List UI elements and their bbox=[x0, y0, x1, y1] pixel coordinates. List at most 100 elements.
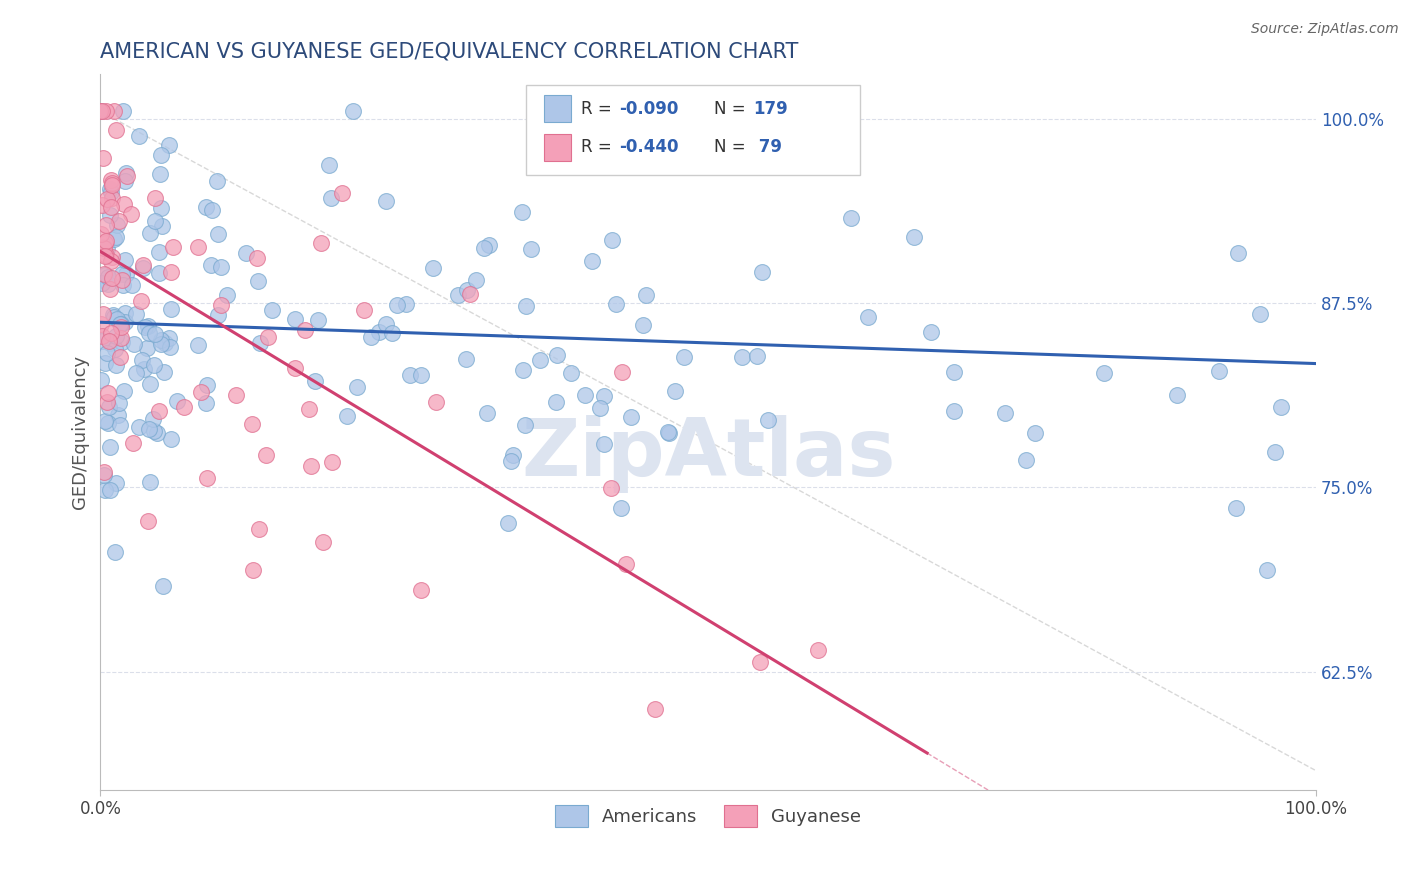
Y-axis label: GED/Equivalency: GED/Equivalency bbox=[72, 355, 89, 509]
Point bbox=[96, 346, 118, 360]
Point bbox=[98, 282, 121, 296]
Point bbox=[94, 249, 117, 263]
Point bbox=[465, 273, 488, 287]
Point bbox=[100, 185, 122, 199]
Point bbox=[472, 241, 495, 255]
Point bbox=[105, 312, 128, 326]
Text: AMERICAN VS GUYANESE GED/EQUIVALENCY CORRELATION CHART: AMERICAN VS GUYANESE GED/EQUIVALENCY COR… bbox=[100, 42, 799, 62]
Point bbox=[132, 258, 155, 272]
Text: ZipAtlas: ZipAtlas bbox=[522, 415, 896, 492]
Point bbox=[91, 329, 114, 343]
Point bbox=[283, 311, 305, 326]
Point bbox=[319, 191, 342, 205]
Point bbox=[1225, 500, 1247, 515]
Point bbox=[157, 331, 180, 345]
Point bbox=[247, 274, 270, 288]
Point bbox=[336, 409, 359, 424]
Point bbox=[100, 173, 122, 187]
Point bbox=[89, 373, 111, 387]
Point bbox=[139, 475, 162, 490]
Point bbox=[458, 287, 481, 301]
Point bbox=[1227, 246, 1250, 260]
Point bbox=[166, 393, 188, 408]
Point bbox=[131, 353, 153, 368]
Point bbox=[560, 367, 582, 381]
Point bbox=[186, 338, 208, 352]
Point bbox=[97, 277, 120, 291]
Point bbox=[149, 201, 172, 215]
Point bbox=[124, 307, 146, 321]
Point bbox=[456, 352, 478, 367]
Point bbox=[510, 205, 533, 219]
Point bbox=[246, 251, 269, 265]
Point bbox=[240, 417, 263, 431]
Point bbox=[544, 394, 567, 409]
Point bbox=[94, 483, 117, 497]
Text: -0.440: -0.440 bbox=[620, 138, 679, 156]
Point bbox=[546, 348, 568, 362]
Point bbox=[111, 278, 134, 293]
Point bbox=[425, 395, 447, 409]
Point bbox=[807, 642, 830, 657]
Point bbox=[657, 425, 679, 440]
Point bbox=[903, 229, 925, 244]
Point bbox=[97, 385, 120, 400]
Point bbox=[1014, 453, 1036, 467]
Point bbox=[97, 416, 120, 430]
Point bbox=[142, 424, 165, 438]
Point bbox=[111, 104, 134, 119]
Text: 79: 79 bbox=[754, 138, 782, 156]
Point bbox=[209, 298, 232, 312]
Point bbox=[1024, 425, 1046, 440]
Point bbox=[142, 412, 165, 426]
Point bbox=[478, 238, 501, 252]
Point bbox=[100, 250, 122, 264]
Point bbox=[104, 545, 127, 559]
Point bbox=[100, 254, 122, 268]
Point bbox=[664, 384, 686, 398]
Point bbox=[173, 400, 195, 414]
Point bbox=[475, 406, 498, 420]
Point bbox=[114, 306, 136, 320]
Point bbox=[110, 319, 132, 334]
Point bbox=[90, 240, 112, 254]
Point bbox=[115, 268, 138, 282]
Point bbox=[330, 186, 353, 201]
Point bbox=[110, 417, 132, 432]
Point bbox=[574, 388, 596, 402]
Point bbox=[104, 342, 127, 356]
Point bbox=[242, 564, 264, 578]
Point bbox=[195, 377, 218, 392]
Point bbox=[148, 244, 170, 259]
Point bbox=[209, 260, 232, 274]
Point bbox=[152, 579, 174, 593]
Point bbox=[148, 266, 170, 280]
Point bbox=[138, 377, 160, 392]
Point bbox=[98, 182, 121, 196]
Point bbox=[108, 317, 131, 331]
Point bbox=[225, 388, 247, 402]
Point bbox=[1208, 364, 1230, 378]
Point bbox=[942, 403, 965, 417]
Point bbox=[128, 420, 150, 434]
Point bbox=[142, 359, 165, 373]
Point bbox=[138, 326, 160, 340]
Point bbox=[409, 583, 432, 598]
Bar bbox=[544, 95, 571, 122]
Point bbox=[748, 655, 770, 669]
Point bbox=[96, 218, 118, 232]
Point bbox=[398, 368, 420, 382]
Point bbox=[153, 365, 176, 379]
Legend: Americans, Guyanese: Americans, Guyanese bbox=[548, 798, 869, 835]
Point bbox=[110, 331, 132, 345]
Point bbox=[195, 471, 218, 485]
Point bbox=[200, 258, 222, 272]
Point bbox=[499, 453, 522, 467]
Point bbox=[97, 334, 120, 349]
Point bbox=[121, 277, 143, 292]
Point bbox=[747, 349, 769, 363]
Point bbox=[195, 396, 218, 410]
Point bbox=[93, 468, 115, 483]
Point bbox=[94, 104, 117, 119]
Point bbox=[100, 326, 122, 340]
